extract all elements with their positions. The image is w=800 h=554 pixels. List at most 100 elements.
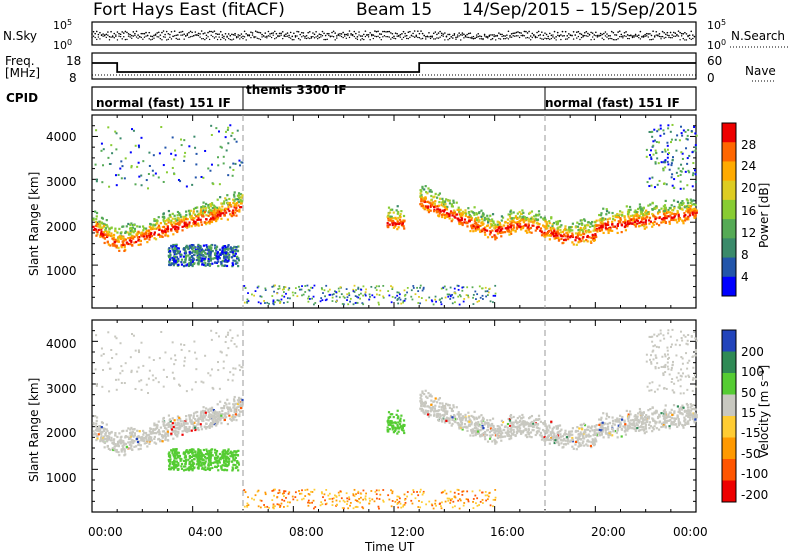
noise-search-point [132, 35, 135, 37]
power-pixel [644, 221, 647, 224]
power-pixel [356, 302, 359, 304]
velocity-pixel [477, 421, 480, 424]
power-pixel [158, 152, 161, 155]
velocity-pixel [148, 430, 151, 433]
power-pixel [431, 300, 434, 303]
power-pixel [162, 225, 166, 228]
velocity-pixel [489, 435, 492, 439]
power-pixel [396, 299, 399, 301]
power-pixel [200, 213, 203, 216]
velocity-pixel [555, 441, 558, 444]
noise-search-point [518, 36, 521, 39]
velocity-pixel [92, 430, 95, 433]
power-pixel [692, 172, 695, 175]
power-pixel [688, 204, 691, 207]
noise-sky-point [529, 35, 532, 37]
power-pixel [553, 231, 557, 235]
noise-sky-point [377, 30, 379, 33]
power-pixel [107, 126, 110, 129]
power-pixel [582, 235, 585, 239]
power-pixel [180, 258, 184, 261]
power-pixel [399, 298, 402, 301]
velocity-pixel [629, 413, 632, 416]
power-pixel [534, 229, 537, 232]
power-pixel [560, 224, 563, 227]
power-pixel [555, 220, 558, 223]
noise-search-point [207, 36, 209, 38]
noise-search-point [480, 38, 483, 40]
power-pixel [186, 223, 189, 226]
power-pixel [208, 213, 212, 216]
power-pixel [174, 243, 177, 247]
power-pixel [165, 171, 168, 174]
power-pixel [204, 264, 207, 267]
power-pixel [616, 212, 619, 216]
power-pixel [557, 232, 560, 235]
power-pixel [670, 138, 673, 141]
power-pixel [209, 252, 212, 255]
power-pixel [475, 219, 479, 222]
noise-sky-point [669, 31, 672, 34]
power-pixel [95, 230, 98, 233]
velocity-cbar-tick-m100: -100 [741, 467, 769, 481]
power-pixel [452, 199, 455, 202]
noise-sky-point [542, 34, 545, 37]
power-pixel [486, 214, 489, 217]
velocity-pixel [543, 439, 546, 442]
noise-sky-point [347, 33, 349, 35]
velocity-pixel [141, 435, 144, 439]
power-pixel [664, 150, 667, 153]
velocity-pixel [220, 422, 223, 425]
velocity-pixel [423, 411, 426, 415]
power-pixel [389, 217, 392, 220]
power-pixel [410, 295, 413, 298]
power-pixel [478, 300, 480, 302]
power-pixel [227, 174, 230, 177]
power-pixel [179, 213, 182, 216]
velocity-pixel [576, 426, 579, 429]
noise-search-point [402, 36, 405, 39]
power-pixel [239, 206, 242, 209]
power-pixel [304, 291, 307, 293]
power-pixel [420, 190, 423, 193]
velocity-pixel [395, 427, 398, 430]
power-pixel [161, 215, 164, 219]
noise-search-point [247, 35, 249, 37]
noise-search-point [475, 34, 478, 36]
power-pixel [397, 291, 400, 294]
power-pixel [227, 248, 230, 251]
power-pixel [224, 136, 227, 139]
power-pixel [558, 219, 562, 223]
noise-sky-point [92, 30, 95, 33]
power-pixel [247, 300, 250, 302]
noise-search-point [425, 38, 427, 40]
noise-search-point [256, 37, 259, 39]
noise-search-point [186, 34, 189, 36]
power-pixel [458, 222, 461, 226]
power-pixel [280, 298, 283, 301]
velocity-pixel [131, 428, 135, 431]
velocity-pixel [641, 420, 644, 423]
power-pixel [659, 124, 662, 127]
velocity-pixel [611, 427, 614, 431]
velocity-pixel [100, 421, 104, 424]
power-pixel [283, 286, 285, 288]
power-pixel [480, 215, 483, 218]
power-pixel [669, 130, 672, 133]
power-pixel [149, 226, 153, 230]
power-pixel [325, 284, 328, 287]
cpid-label: CPID [6, 91, 39, 105]
power-pixel [500, 219, 503, 222]
power-pixel [210, 124, 213, 127]
power-pixel [239, 202, 243, 205]
power-pixel [115, 240, 118, 243]
power-pixel [643, 211, 647, 214]
power-pixel [111, 152, 114, 155]
noise-sky-point [607, 35, 610, 37]
power-pixel [419, 192, 422, 195]
velocity-pixel [552, 439, 555, 442]
power-pixel [189, 246, 192, 249]
power-pixel [649, 220, 652, 223]
power-pixel [638, 206, 642, 209]
power-pixel [223, 260, 226, 263]
